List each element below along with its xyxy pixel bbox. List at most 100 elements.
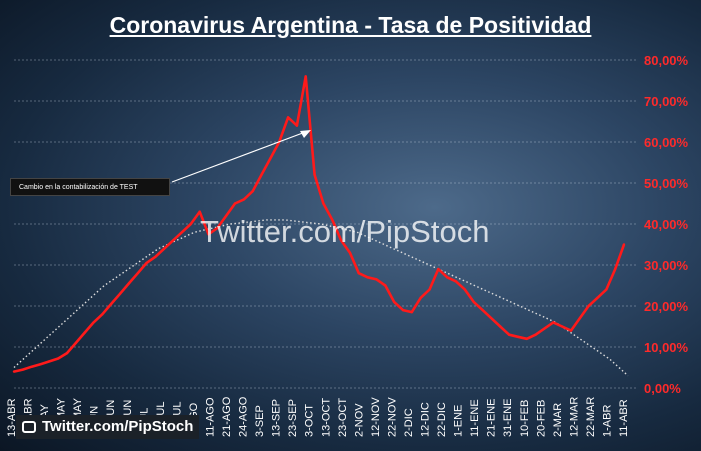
footer-label: Twitter.com/PipStoch [42,418,194,435]
y-tick-label: 40,00% [644,217,689,232]
data-point [560,325,564,328]
x-tick-label: 13-ABR [6,398,18,437]
data-point [445,276,449,279]
x-tick-label: 13-SEP [271,399,283,437]
x-tick-label: 20-FEB [535,400,547,437]
x-tick-label: 22-DIC [436,402,448,437]
data-point [605,288,608,291]
data-point [224,214,228,217]
data-point [428,288,431,291]
data-point [569,329,573,332]
x-tick-label: 2-NOV [353,403,365,437]
data-point [242,198,246,201]
trend-line [13,219,629,377]
data-point [65,351,69,355]
annotation-arrow [171,130,309,183]
data-point [39,363,42,366]
x-tick-label: 2-DIC [403,408,415,437]
data-point [499,325,502,328]
data-point [587,304,590,308]
data-point [295,124,299,127]
data-point [366,276,369,279]
data-point [322,202,325,205]
twitter-footer-badge: Twitter.com/PipStoch [16,415,200,439]
data-point [534,333,537,336]
x-tick-label: 23-SEP [287,399,299,437]
x-tick-label: 3-OCT [304,404,316,437]
data-point [490,317,493,320]
data-point [313,173,316,176]
data-point [454,280,458,283]
y-tick-label: 80,00% [644,53,689,68]
data-point [101,313,104,316]
data-point [12,370,16,373]
data-point [348,251,352,254]
data-point [21,368,25,371]
positivity-series-line [13,75,626,373]
data-point [171,239,175,242]
data-point [357,272,360,275]
x-tick-label: 23-OCT [337,398,349,437]
data-point [233,202,237,205]
data-point [127,282,131,285]
x-tick-label: 31-ENE [502,398,514,437]
data-point [622,243,626,246]
x-tick-label: 21-ENE [486,398,498,437]
x-tick-label: 24-AGO [238,396,250,437]
data-point [375,278,378,281]
data-point [507,333,511,336]
x-tick-label: 11-AGO [204,397,216,437]
data-point [392,300,396,304]
data-point [596,296,599,299]
data-point [419,296,422,299]
twitter-icon [22,421,36,433]
data-point [516,335,520,338]
x-tick-label: 1-ABR [601,405,613,437]
x-tick-label: 13-OCT [320,398,332,437]
x-tick-label: 12-NOV [370,397,382,437]
data-point [189,222,193,226]
data-point [110,302,113,306]
data-point [304,75,307,78]
data-point [384,284,387,287]
y-tick-label: 60,00% [644,135,689,150]
x-tick-label: 2-MAR [552,403,564,437]
data-point [57,357,60,360]
annotation-label: Cambio en la contabilización de TEST [10,178,170,196]
data-point [437,267,440,271]
x-tick-label: 22-MAR [585,397,597,437]
annotation-arrowhead [300,130,311,138]
data-point [251,190,254,193]
x-tick-label: 12-MAR [568,397,580,437]
data-point [578,317,581,320]
x-tick-label: 22-NOV [386,397,398,437]
data-point [472,300,475,304]
x-tick-label: 21-AGO [221,396,233,437]
data-point [339,239,343,242]
data-point [163,247,166,250]
data-point [216,226,219,230]
x-tick-label: 1-ENE [453,405,465,437]
data-point [410,310,414,314]
data-point [118,292,122,295]
x-tick-label: 11-ABR [618,399,630,437]
data-point [92,321,95,324]
data-point [286,116,290,119]
data-point [48,360,51,363]
x-tick-label: 3-SEP [254,405,266,437]
data-point [83,331,86,334]
x-tick-label: 10-FEB [519,400,531,437]
data-point [145,261,148,265]
data-point [481,308,484,312]
data-point [269,157,272,160]
data-point [613,267,617,271]
data-point [30,365,33,368]
data-point [260,173,263,176]
y-tick-label: 50,00% [644,176,689,191]
y-tick-label: 70,00% [644,94,689,109]
data-point [525,337,528,340]
chart-title: Coronavirus Argentina - Tasa de Positivi… [109,12,592,38]
data-point [207,233,210,236]
data-point [552,321,555,324]
y-tick-label: 20,00% [644,299,689,314]
